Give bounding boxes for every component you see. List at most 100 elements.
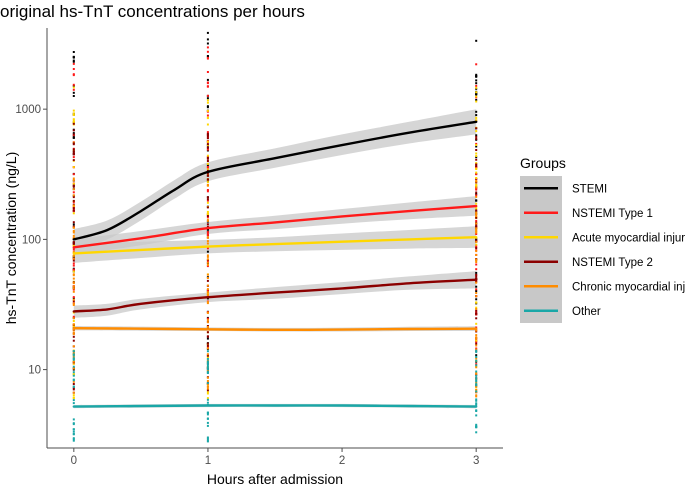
data-point-acute-myocardial-injury <box>475 95 478 98</box>
data-point-acute-myocardial-injury <box>475 177 478 179</box>
y-tick-label: 10 <box>28 365 41 377</box>
data-point-chronic-myocardial-injury <box>475 186 478 189</box>
data-point-acute-myocardial-injury <box>72 270 75 273</box>
data-point-stemi <box>206 105 209 108</box>
data-point-chronic-myocardial-injury <box>206 291 209 294</box>
data-point-chronic-myocardial-injury <box>72 333 75 336</box>
data-point-other <box>206 439 209 442</box>
data-point-nstemi-type-2 <box>72 207 75 210</box>
data-point-nstemi-type-1 <box>206 148 209 151</box>
data-point-chronic-myocardial-injury <box>206 288 209 291</box>
y-tick-label: 1000 <box>15 104 41 116</box>
data-point-chronic-myocardial-injury <box>475 227 478 230</box>
data-point-acute-myocardial-injury <box>206 210 209 213</box>
data-point-nstemi-type-2 <box>475 158 478 161</box>
data-point-chronic-myocardial-injury <box>72 188 75 191</box>
data-point-stemi <box>475 193 478 196</box>
data-point-other <box>475 398 478 401</box>
data-point-acute-myocardial-injury <box>206 162 209 165</box>
data-point-stemi <box>206 228 209 231</box>
data-point-other <box>206 421 209 424</box>
data-point-other <box>206 398 209 401</box>
data-point-acute-myocardial-injury <box>206 101 209 104</box>
data-point-other <box>206 436 209 439</box>
data-point-nstemi-type-2 <box>475 225 478 228</box>
data-point-nstemi-type-2 <box>475 275 478 278</box>
legend-label: NSTEMI Type 2 <box>572 257 653 269</box>
data-point-acute-myocardial-injury <box>72 119 75 122</box>
data-point-chronic-myocardial-injury <box>475 230 478 233</box>
data-point-nstemi-type-2 <box>206 342 209 345</box>
data-point-nstemi-type-2 <box>475 127 478 130</box>
data-point-stemi <box>475 110 478 113</box>
data-point-nstemi-type-2 <box>72 259 75 262</box>
data-point-chronic-myocardial-injury <box>475 357 478 360</box>
data-point-other <box>206 417 209 420</box>
data-point-other <box>72 399 75 402</box>
data-point-other <box>72 437 75 440</box>
data-point-other <box>72 385 75 388</box>
data-point-nstemi-type-2 <box>475 216 478 219</box>
data-point-nstemi-type-1 <box>206 289 209 292</box>
data-point-other <box>72 418 75 421</box>
data-point-stemi <box>72 256 75 258</box>
data-point-chronic-myocardial-injury <box>475 366 478 369</box>
data-point-acute-myocardial-injury <box>72 212 75 215</box>
data-point-chronic-myocardial-injury <box>206 311 209 314</box>
data-point-nstemi-type-2 <box>475 317 478 320</box>
data-point-chronic-myocardial-injury <box>475 254 478 256</box>
data-point-chronic-myocardial-injury <box>72 290 75 293</box>
x-tick-label: 3 <box>473 455 479 467</box>
data-point-other <box>72 379 75 382</box>
data-point-nstemi-type-2 <box>72 129 75 132</box>
data-point-chronic-myocardial-injury <box>475 295 478 298</box>
data-point-acute-myocardial-injury <box>206 109 209 112</box>
data-point-acute-myocardial-injury <box>206 99 209 102</box>
data-point-chronic-myocardial-injury <box>206 326 209 328</box>
data-point-acute-myocardial-injury <box>475 86 478 89</box>
data-point-nstemi-type-2 <box>475 191 478 194</box>
data-point-stemi <box>72 51 75 53</box>
series-line-nstemi-type-2 <box>72 278 478 313</box>
data-point-nstemi-type-1 <box>475 187 478 190</box>
data-point-nstemi-type-1 <box>475 363 478 366</box>
data-point-nstemi-type-1 <box>475 63 478 66</box>
data-point-acute-myocardial-injury <box>475 130 478 133</box>
data-point-nstemi-type-2 <box>206 146 209 149</box>
data-point-chronic-myocardial-injury <box>206 387 209 390</box>
data-point-acute-myocardial-injury <box>475 91 478 94</box>
data-point-nstemi-type-1 <box>206 232 209 235</box>
data-point-chronic-myocardial-injury <box>72 323 75 326</box>
data-point-nstemi-type-1 <box>206 46 209 49</box>
data-point-chronic-myocardial-injury <box>475 334 478 337</box>
data-point-nstemi-type-1 <box>206 114 209 117</box>
data-point-chronic-myocardial-injury <box>206 347 209 350</box>
data-point-stemi <box>475 114 478 117</box>
data-point-acute-myocardial-injury <box>475 171 478 174</box>
data-point-acute-myocardial-injury <box>475 301 478 304</box>
data-point-other <box>475 380 478 383</box>
data-point-acute-myocardial-injury <box>72 362 75 365</box>
data-point-other <box>206 382 209 385</box>
data-point-acute-myocardial-injury <box>206 356 209 359</box>
data-point-other <box>206 360 209 363</box>
data-point-other <box>72 374 75 377</box>
legend-title: Groups <box>520 155 566 171</box>
data-point-chronic-myocardial-injury <box>72 298 75 301</box>
data-point-nstemi-type-2 <box>72 150 75 153</box>
data-point-nstemi-type-1 <box>72 264 75 267</box>
data-point-chronic-myocardial-injury <box>475 211 478 214</box>
data-point-other <box>475 414 478 417</box>
data-point-nstemi-type-2 <box>206 172 209 175</box>
data-point-stemi <box>475 156 478 159</box>
data-point-nstemi-type-2 <box>475 165 478 167</box>
data-point-chronic-myocardial-injury <box>475 180 478 182</box>
data-point-acute-myocardial-injury <box>475 155 478 157</box>
data-point-other <box>206 350 209 353</box>
data-point-nstemi-type-1 <box>72 62 75 65</box>
data-point-nstemi-type-1 <box>475 173 478 176</box>
data-point-acute-myocardial-injury <box>475 119 478 122</box>
data-point-nstemi-type-2 <box>206 389 209 392</box>
data-point-chronic-myocardial-injury <box>475 308 478 310</box>
data-point-stemi <box>72 368 75 371</box>
